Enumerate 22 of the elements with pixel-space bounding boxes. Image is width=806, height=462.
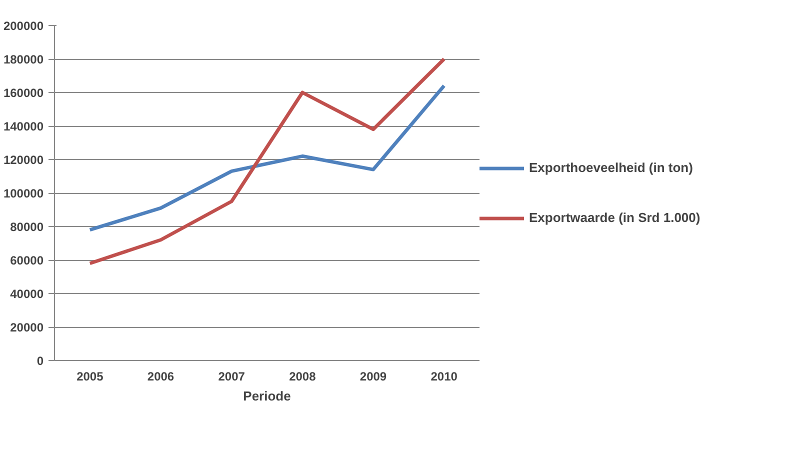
legend-label: Exportwaarde (in Srd 1.000) bbox=[529, 210, 700, 225]
y-tick-label: 180000 bbox=[3, 52, 44, 66]
y-tick-label: 200000 bbox=[3, 19, 44, 33]
y-tick-label: 160000 bbox=[3, 86, 44, 100]
line-series bbox=[88, 84, 446, 232]
y-tick-label: 100000 bbox=[3, 186, 44, 200]
legend-label: Exporthoeveelheid (in ton) bbox=[529, 160, 693, 175]
y-tick-label: 0 bbox=[36, 354, 44, 368]
x-tick-label: 2005 bbox=[76, 370, 104, 384]
x-tick-label: 2010 bbox=[430, 370, 458, 384]
y-tick-label: 140000 bbox=[3, 120, 44, 134]
x-tick-label: 2008 bbox=[289, 370, 316, 384]
x-tick-label: 2009 bbox=[360, 370, 387, 384]
x-tick-label: 2007 bbox=[218, 370, 246, 384]
x-tick-label: 2006 bbox=[147, 370, 174, 384]
x-axis-title: Periode bbox=[243, 388, 291, 404]
y-tick-label: 60000 bbox=[10, 254, 44, 268]
y-tick-label: 20000 bbox=[10, 320, 44, 334]
line-series bbox=[88, 57, 446, 266]
y-tick-label: 40000 bbox=[10, 287, 44, 301]
y-tick-label: 80000 bbox=[10, 220, 44, 234]
y-tick-label: 120000 bbox=[3, 153, 44, 167]
